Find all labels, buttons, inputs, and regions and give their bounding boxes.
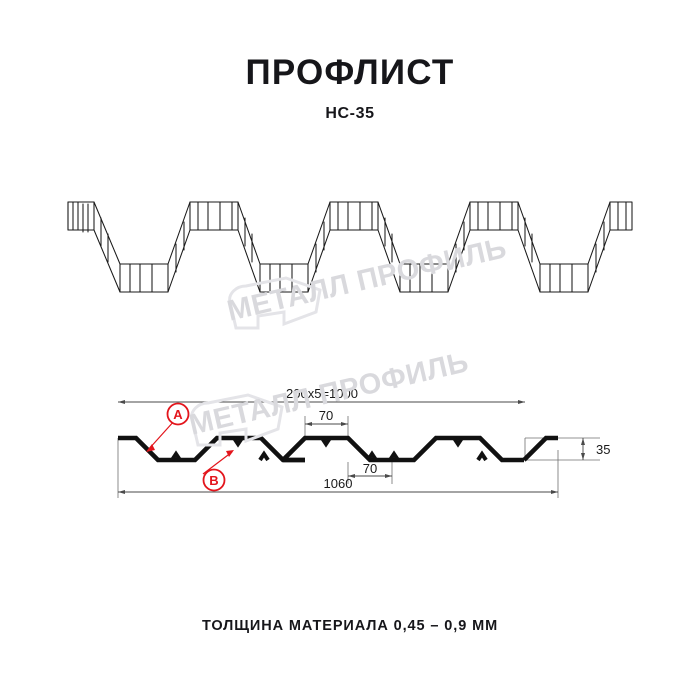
cross-section-view: 200x5=1000 1060 70 70 35 <box>0 378 700 518</box>
page-title: ПРОФЛИСТ <box>245 53 455 92</box>
material-thickness-note: ТОЛЩИНА МАТЕРИАЛА 0,45 – 0,9 ММ <box>201 618 499 634</box>
callout-b-circle <box>202 468 226 492</box>
callout-b: B <box>202 450 234 492</box>
dimension-bottom-flange: 70 <box>363 461 377 476</box>
isometric-view <box>60 180 640 320</box>
product-model-label: НС-35 <box>325 105 375 122</box>
dimension-top-flange: 70 <box>319 408 333 423</box>
page-header: ПРОФЛИСТ НС-35 <box>0 0 700 122</box>
dimension-pitch: 200x5=1000 <box>286 386 358 401</box>
callout-a-circle <box>166 402 190 426</box>
callout-a-label: A <box>173 407 183 422</box>
dimension-total-width: 1060 <box>324 476 353 491</box>
cross-section-drawing: 200x5=1000 1060 70 70 35 <box>117 386 610 498</box>
dimension-height: 35 <box>596 442 610 457</box>
callout-a: A <box>146 402 190 452</box>
isometric-profile-drawing <box>67 201 633 293</box>
callout-b-label: B <box>209 473 218 488</box>
